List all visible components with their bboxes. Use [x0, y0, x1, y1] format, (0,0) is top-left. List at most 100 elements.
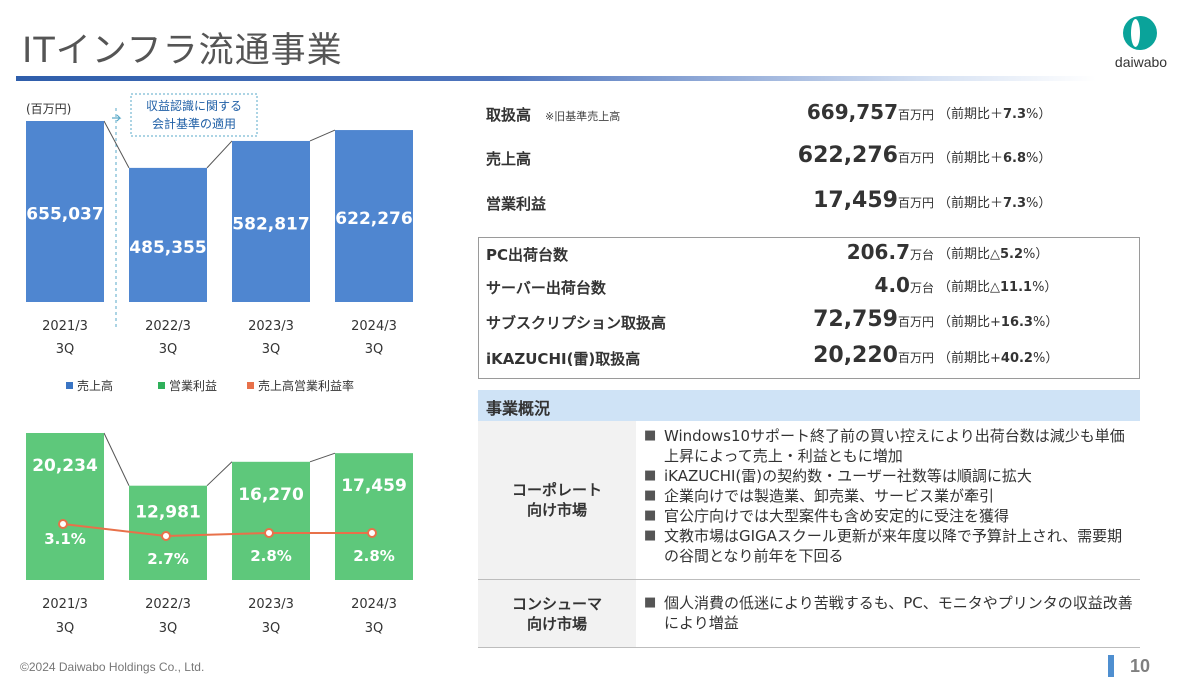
sales-bar [232, 140, 310, 302]
margin-value-label: 2.7% [147, 550, 189, 568]
bar-connector-line [206, 461, 233, 487]
kpi-change-suffix: %） [1026, 107, 1052, 122]
kpi-row-subscription: サブスクリプション取扱高 72,759百万円 （前期比+16.3%） [486, 307, 1086, 336]
overview-row-consumer: コンシューマ 向け市場 個人消費の低迷により苦戦するも、PC、モニタやプリンタの… [478, 580, 1140, 648]
overview-item: Windows10サポート終了前の買い控えにより出荷台数は減少も単価上昇によって… [644, 426, 1134, 466]
overview-item: 官公庁向けでは大型案件も含め安定的に受注を獲得 [644, 506, 1134, 526]
x-tick-label: 2022/3 [145, 597, 191, 612]
kpi-label-text: PC出荷台数 [486, 246, 569, 264]
logo-text: daiwabo [1114, 54, 1168, 70]
profit-value-label: 20,234 [32, 456, 98, 476]
legend-swatch [158, 382, 165, 389]
kpi-label-text: 営業利益 [486, 195, 547, 213]
kpi-change: （前期比△5.2%） [938, 243, 1048, 262]
legend-swatch [66, 382, 73, 389]
sales-bar [26, 121, 104, 302]
x-tick-label: 2023/3 [248, 597, 294, 612]
kpi-label-text: 売上高 [486, 150, 532, 168]
kpi-label: iKAZUCHI(雷)取扱高 [486, 348, 640, 369]
overview-category: コーポレート 向け市場 [478, 421, 636, 579]
margin-point [367, 528, 377, 538]
kpi-change-prefix: （前期比△ [938, 280, 1000, 295]
profit-value-label: 17,459 [341, 476, 407, 496]
overview-header: 事業概況 [478, 390, 1140, 421]
kpi-value: 4.0 [874, 273, 910, 297]
bar-connector-line [206, 140, 233, 169]
kpi-row-sales: 売上高 622,276百万円 （前期比＋6.8%） [486, 143, 1086, 172]
x-tick-label: 3Q [365, 342, 384, 357]
kpi-change: （前期比△11.1%） [938, 276, 1057, 295]
overview-title: 事業概況 [486, 399, 551, 418]
kpi-value-group: 20,220百万円 [813, 343, 934, 368]
kpi-change-prefix: （前期比＋ [938, 151, 1004, 166]
x-tick-label: 2024/3 [351, 597, 397, 612]
margin-point [264, 528, 274, 538]
overview-row-corporate: コーポレート 向け市場 Windows10サポート終了前の買い控えにより出荷台数… [478, 421, 1140, 580]
profit-value-label: 16,270 [238, 485, 304, 505]
title-underline [16, 76, 1096, 81]
margin-value-label: 2.8% [250, 547, 292, 565]
margin-value-label: 3.1% [44, 530, 86, 548]
kpi-row-pc-shipments: PC出荷台数 206.7万台 （前期比△5.2%） [486, 240, 1086, 268]
page-number-accent [1108, 655, 1114, 677]
kpi-row-operating-profit: 営業利益 17,459百万円 （前期比＋7.3%） [486, 188, 1086, 217]
kpi-value: 72,759 [813, 307, 898, 332]
kpi-unit: 百万円 [897, 196, 934, 210]
sales-bar [335, 130, 413, 302]
kpi-change-value: 7.3 [1003, 107, 1027, 122]
kpi-change-suffix: %） [1032, 315, 1059, 330]
kpi-change-value: 6.8 [1003, 151, 1027, 166]
overview-items: 個人消費の低迷により苦戦するも、PC、モニタやプリンタの収益改善により増益 [644, 593, 1134, 633]
kpi-value-group: 72,759百万円 [813, 307, 934, 332]
x-tick-label: 3Q [56, 342, 75, 357]
kpi-unit: 百万円 [897, 108, 934, 122]
kpi-label-text: サーバー出荷台数 [486, 279, 606, 297]
kpi-row-server-shipments: サーバー出荷台数 4.0万台 （前期比△11.1%） [486, 273, 1086, 301]
kpi-change-prefix: （前期比+ [938, 351, 1001, 366]
x-tick-label: 3Q [262, 621, 281, 636]
overview-category-line: コーポレート [511, 481, 602, 499]
kpi-label: サーバー出荷台数 [486, 277, 606, 298]
overview-item: 文教市場はGIGAスクール更新が来年度以降で予算計上され、需要期の谷間となり前年… [644, 526, 1134, 566]
logo-mark-icon [1123, 16, 1157, 50]
kpi-value: 206.7 [846, 240, 910, 264]
kpi-change-prefix: （前期比＋ [938, 107, 1004, 122]
kpi-change-prefix: （前期比△ [938, 247, 1000, 262]
kpi-change-suffix: %） [1026, 196, 1052, 211]
kpi-unit: 万台 [909, 281, 934, 295]
kpi-change-suffix: %） [1032, 280, 1058, 295]
page-number: 10 [1130, 656, 1151, 676]
kpi-change: （前期比＋7.3%） [938, 192, 1051, 211]
profit-bar [335, 453, 413, 580]
kpi-value-group: 206.7万台 [847, 240, 934, 264]
kpi-change: （前期比+16.3%） [938, 311, 1058, 330]
x-tick-label: 3Q [56, 621, 75, 636]
profit-bar [232, 461, 310, 580]
kpi-box [478, 237, 1140, 379]
sales-value-label: 485,355 [129, 238, 206, 258]
kpi-change-value: 7.3 [1003, 196, 1027, 211]
x-tick-label: 3Q [159, 342, 178, 357]
overview-item: iKAZUCHI(雷)の契約数・ユーザー社数等は順調に拡大 [644, 466, 1134, 486]
overview-item: 個人消費の低迷により苦戦するも、PC、モニタやプリンタの収益改善により増益 [644, 593, 1134, 633]
kpi-change-suffix: %） [1023, 247, 1049, 262]
sales-value-label: 622,276 [335, 209, 412, 229]
margin-line [62, 523, 372, 538]
kpi-label: 営業利益 [486, 193, 546, 214]
kpi-value-group: 622,276百万円 [798, 143, 934, 168]
legend-label: 売上高 [77, 378, 113, 393]
x-tick-label: 3Q [262, 342, 281, 357]
kpi-value: 17,459 [813, 188, 898, 213]
legend-label: 営業利益 [169, 379, 217, 393]
page-title: ITインフラ流通事業 [22, 31, 343, 71]
kpi-label: 取扱高 ※旧基準売上高 [486, 104, 620, 125]
kpi-change-prefix: （前期比+ [938, 315, 1001, 330]
kpi-unit: 万台 [909, 248, 934, 262]
company-logo: daiwabo [1112, 16, 1168, 76]
kpi-label-text: サブスクリプション取扱高 [486, 314, 667, 332]
overview-category: コンシューマ 向け市場 [478, 580, 636, 647]
x-tick-label: 2022/3 [145, 319, 191, 334]
kpi-value: 622,276 [797, 143, 898, 168]
overview-category-line: 向け市場 [526, 501, 587, 519]
